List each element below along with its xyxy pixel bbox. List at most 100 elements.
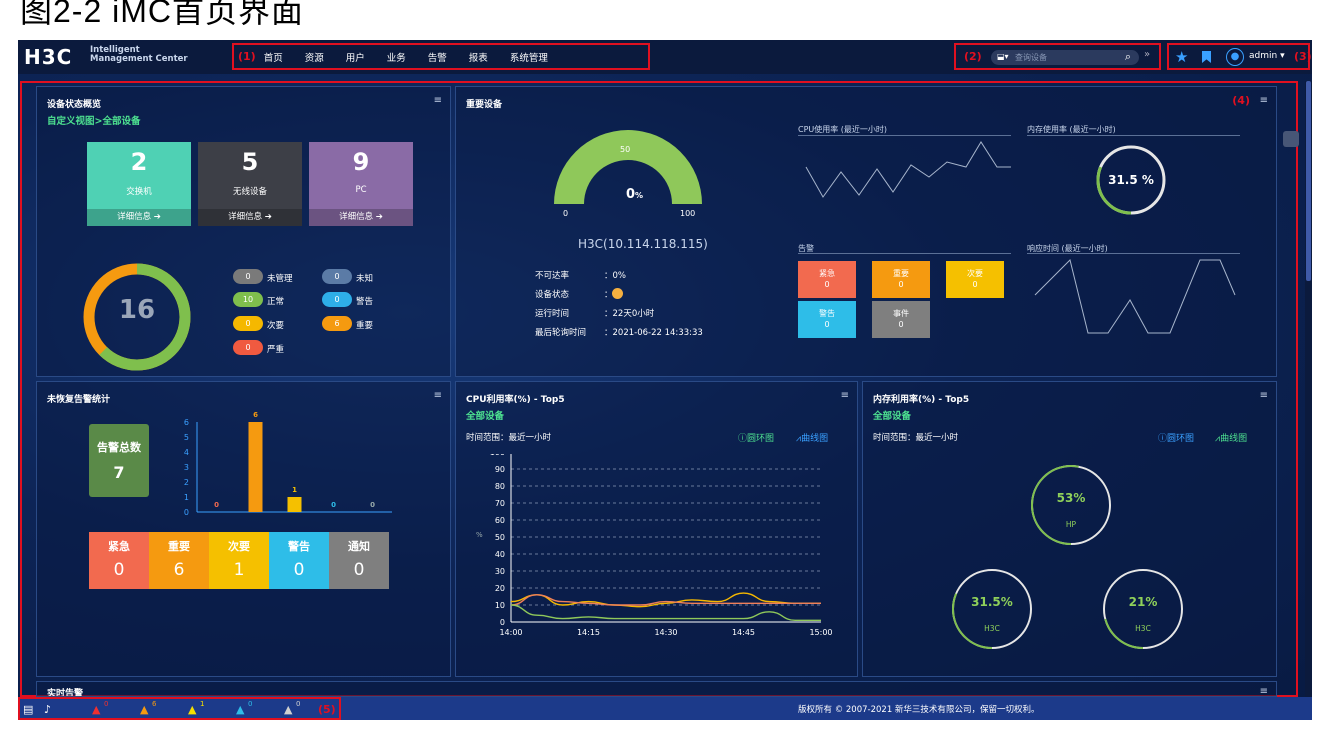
y-tick-label: 1 [184, 493, 189, 502]
major-alarm-icon[interactable]: ▲ [140, 703, 149, 716]
nav-home[interactable]: 首页 [263, 52, 283, 64]
panel-menu-icon[interactable]: ≡ [1259, 390, 1268, 401]
state-label: 未管理 [267, 274, 293, 284]
alarm-label: 警告 [819, 309, 835, 318]
imc-app-window: H3C Intelligent Management Center (1) 首页… [18, 40, 1312, 720]
detail-link[interactable]: 详细信息 ➔ [198, 209, 302, 226]
alarm-value: 0 [898, 280, 904, 289]
tile-switch[interactable]: 2 交换机 详细信息 ➔ [87, 142, 191, 226]
search-icon[interactable]: ⌕ [1124, 50, 1131, 63]
scrollbar-track[interactable] [1305, 81, 1312, 697]
info-key: 不可达率 [535, 271, 570, 281]
panel-menu-icon[interactable]: ≡ [1259, 95, 1268, 106]
alarm-cell[interactable]: 次要 1 [209, 532, 269, 589]
alarm-minor[interactable]: 次要 0 [946, 261, 1004, 298]
cell-value: 1 [233, 560, 245, 580]
panel-menu-icon[interactable]: ≡ [433, 390, 442, 401]
x-tick-label: 14:45 [732, 628, 755, 637]
state-label: 警告 [356, 297, 374, 307]
panel-menu-icon[interactable]: ≡ [433, 95, 442, 106]
detail-link[interactable]: 详细信息 ➔ [87, 209, 191, 226]
cpu-line-chart: 1009080706050403020100%14:0014:1514:3014… [476, 454, 833, 637]
panel-icon[interactable]: ▤ [23, 703, 34, 716]
alarm-total-card[interactable]: 告警总数 7 [89, 424, 149, 497]
gauge-unit: % [635, 191, 644, 200]
detail-link[interactable]: 详细信息 ➔ [309, 209, 413, 226]
bookmark-icon[interactable] [1202, 51, 1211, 63]
nav-system[interactable]: 系统管理 [509, 52, 548, 64]
h3c-logo[interactable]: H3C [24, 45, 73, 69]
curve-view-option[interactable]: ⩘曲线图 [1215, 431, 1247, 444]
cell-value: 0 [293, 560, 305, 580]
ring-view-option[interactable]: ⓘ圆环图 [738, 431, 774, 444]
alarm-bar-chart: 6 5 4 3 2 1 0 0 6 1 0 0 [184, 411, 392, 517]
view-link[interactable]: 自定义视图>全部设备 [47, 116, 141, 127]
alarm-cell[interactable]: 警告 0 [269, 532, 329, 589]
username-menu[interactable]: admin ▾ [1249, 51, 1285, 61]
ring-value: 21% [1128, 595, 1158, 609]
device-overview-panel: 设备状态概览 ≡ 自定义视图>全部设备 2 交换机 详细信息 ➔ 5 无线设备 … [36, 86, 451, 377]
nav-resource[interactable]: 资源 [304, 52, 324, 64]
alarm-bar [248, 422, 263, 512]
state-pill[interactable]: 0 [233, 316, 263, 331]
tile-wireless[interactable]: 5 无线设备 详细信息 ➔ [198, 142, 302, 226]
option-label: 曲线图 [1220, 434, 1248, 444]
tile-pc[interactable]: 9 PC 详细信息 ➔ [309, 142, 413, 226]
search-input[interactable]: ⬓▾ 查询设备 ⌕ [991, 50, 1139, 65]
alarm-warning[interactable]: 警告 0 [798, 301, 856, 338]
mem-ring-h3c-2 [1103, 569, 1183, 649]
nav-report[interactable]: 报表 [468, 52, 488, 64]
y-unit: % [476, 531, 483, 539]
ring-view-option[interactable]: ⓘ圆环图 [1158, 431, 1194, 444]
curve-chart-icon: ⩘ [796, 434, 802, 444]
x-tick-label: 14:15 [577, 628, 600, 637]
scrollbar-thumb[interactable] [1306, 81, 1311, 281]
panel-menu-icon[interactable]: ≡ [1259, 686, 1268, 697]
minor-alarm-icon[interactable]: ▲ [188, 703, 197, 716]
state-pill[interactable]: 0 [322, 269, 352, 284]
panel-title: 设备状态概览 [47, 100, 102, 110]
option-label: 圆环图 [1167, 434, 1195, 444]
bar-data-label: 6 [253, 411, 258, 419]
alarm-cell[interactable]: 重要 6 [149, 532, 209, 589]
username: admin [1249, 51, 1278, 61]
scope-link[interactable]: 全部设备 [466, 411, 505, 422]
bar-data-label: 0 [214, 501, 219, 509]
alarm-cell[interactable]: 通知 0 [329, 532, 389, 589]
y-tick-label: 5 [184, 433, 189, 442]
sound-settings-icon[interactable]: ♪ [44, 703, 52, 716]
device-type-dropdown-icon[interactable]: ⬓▾ [997, 52, 1009, 61]
region-tag-3: (3) [1294, 50, 1312, 63]
expand-chevron-icon[interactable]: » [1144, 49, 1151, 60]
tile-count: 2 [130, 148, 148, 176]
nav-service[interactable]: 业务 [386, 52, 406, 64]
state-pill[interactable]: 0 [322, 292, 352, 307]
alarm-major[interactable]: 重要 0 [872, 261, 930, 298]
scope-link[interactable]: 全部设备 [873, 411, 912, 422]
side-toggle-button[interactable] [1283, 131, 1299, 147]
warning-alarm-icon[interactable]: ▲ [236, 703, 245, 716]
alarm-label: 重要 [893, 269, 909, 278]
nav-user[interactable]: 用户 [345, 52, 365, 64]
detail-label: 详细信息 [339, 212, 374, 222]
device-name-link[interactable]: H3C(10.114.118.115) [578, 237, 708, 251]
y-tick-label: 3 [184, 463, 189, 472]
curve-view-option[interactable]: ⩘曲线图 [796, 431, 828, 444]
critical-alarm-icon[interactable]: ▲ [92, 703, 101, 716]
alarm-event[interactable]: 事件 0 [872, 301, 930, 338]
state-pill[interactable]: 10 [233, 292, 263, 307]
user-avatar-icon[interactable]: ● [1226, 48, 1244, 66]
total-label: 告警总数 [97, 441, 141, 454]
alarm-cell[interactable]: 紧急 0 [89, 532, 149, 589]
state-pill[interactable]: 0 [233, 340, 263, 355]
info-alarm-icon[interactable]: ▲ [284, 703, 293, 716]
favorite-star-icon[interactable]: ★ [1175, 48, 1189, 66]
nav-alarm[interactable]: 告警 [427, 52, 447, 64]
unresolved-alarm-panel: 未恢复告警统计 ≡ 告警总数 7 6 5 4 3 2 1 0 0 6 1 0 0 紧急 0 重要 6 次要… [36, 381, 451, 677]
panel-menu-icon[interactable]: ≡ [840, 390, 849, 401]
state-pill[interactable]: 0 [233, 269, 263, 284]
detail-label: 详细信息 [228, 212, 263, 222]
status-bar: ▤ ♪ ▲ 0 ▲ 6 ▲ 1 ▲ 0 ▲ 0 (5) 版权所有 © 2007-2021 … [18, 697, 1312, 720]
state-pill[interactable]: 6 [322, 316, 352, 331]
alarm-critical[interactable]: 紧急 0 [798, 261, 856, 298]
